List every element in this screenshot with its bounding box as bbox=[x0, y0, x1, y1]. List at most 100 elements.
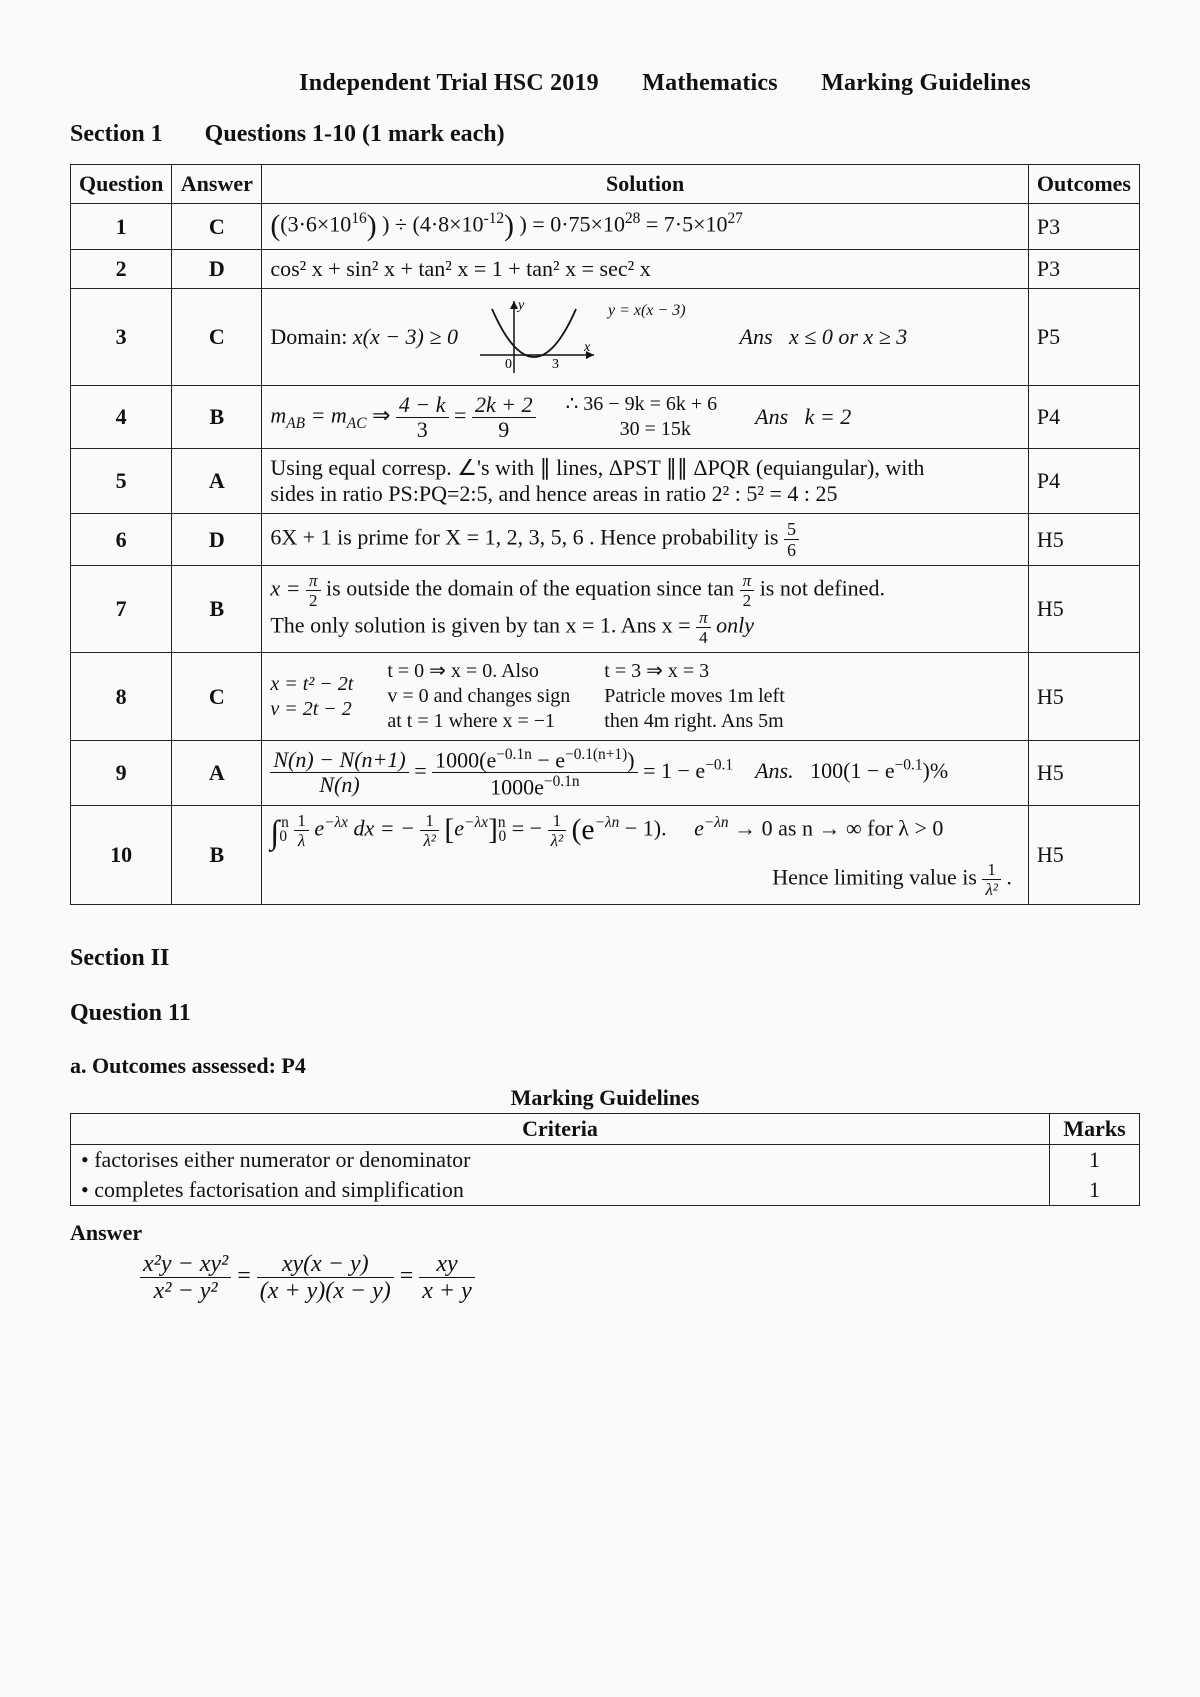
q-num: 2 bbox=[71, 250, 172, 289]
q-solution: cos² x + sin² x + tan² x = 1 + tan² x = … bbox=[262, 250, 1029, 289]
table-row: 1 C ((3·6×1016) ) ÷ (4·8×10-12) ) = 0·75… bbox=[71, 204, 1140, 250]
t: 28 bbox=[625, 210, 640, 227]
t: π bbox=[696, 609, 711, 628]
q-solution: N(n) − N(n+1) N(n) = 1000(e−0.1n − e−0.1… bbox=[262, 741, 1029, 806]
t: Patricle moves 1m left bbox=[604, 684, 785, 709]
table-header-row: Question Answer Solution Outcomes bbox=[71, 165, 1140, 204]
t: ) bbox=[627, 747, 634, 772]
marks-col: Marks bbox=[1050, 1114, 1140, 1145]
q-ans: D bbox=[172, 250, 262, 289]
criteria-header-row: Criteria Marks bbox=[71, 1114, 1140, 1145]
q-outcome: H5 bbox=[1028, 653, 1139, 741]
t: v = 2t − 2 bbox=[270, 697, 353, 722]
table-row: 5 A Using equal corresp. ∠'s with ∥ line… bbox=[71, 449, 1140, 514]
svg-text:0: 0 bbox=[505, 357, 512, 372]
t: The only solution is given by tan x = 1.… bbox=[270, 613, 696, 638]
t: (e bbox=[572, 814, 595, 846]
q-outcome: P4 bbox=[1028, 449, 1139, 514]
table-row: 6 D 6X + 1 is prime for X = 1, 2, 3, 5, … bbox=[71, 514, 1140, 566]
svg-text:x: x bbox=[583, 340, 591, 355]
col-solution: Solution bbox=[262, 165, 1029, 204]
t: N(n) bbox=[270, 773, 408, 796]
q-solution: mAB = mAC ⇒ 4 − k3 = 2k + 29 ∴ 36 − 9k =… bbox=[262, 386, 1029, 449]
section-2-title: Section II bbox=[70, 945, 1140, 972]
q-ans: C bbox=[172, 289, 262, 386]
t: e bbox=[454, 815, 464, 840]
q-solution: Using equal corresp. ∠'s with ∥ lines, Δ… bbox=[262, 449, 1029, 514]
t: x²y − xy² bbox=[140, 1252, 231, 1278]
q-outcome: P3 bbox=[1028, 204, 1139, 250]
t: 1 bbox=[420, 812, 438, 831]
t: Domain: bbox=[270, 324, 353, 349]
table-row: 9 A N(n) − N(n+1) N(n) = 1000(e−0.1n − e… bbox=[71, 741, 1140, 806]
q-outcome: P5 bbox=[1028, 289, 1139, 386]
svg-text:y: y bbox=[516, 298, 525, 313]
t: −λx bbox=[464, 814, 488, 831]
t: x(x − 3) ≥ 0 bbox=[353, 324, 458, 349]
col-outcomes: Outcomes bbox=[1028, 165, 1139, 204]
q-solution: x = π2 is outside the domain of the equa… bbox=[262, 566, 1029, 653]
t: x² − y² bbox=[140, 1278, 231, 1303]
q-ans: A bbox=[172, 449, 262, 514]
t: is outside the domain of the equation si… bbox=[326, 576, 740, 601]
q-ans: B bbox=[172, 566, 262, 653]
table-row: 8 C x = t² − 2t v = 2t − 2 t = 0 ⇒ x = 0… bbox=[71, 653, 1140, 741]
section-1-title: Section 1 Questions 1-10 (1 mark each) bbox=[70, 121, 1140, 148]
t: 5 bbox=[784, 520, 799, 540]
q-outcome: P3 bbox=[1028, 250, 1139, 289]
t: (x + y)(x − y) bbox=[257, 1278, 394, 1303]
q-ans: C bbox=[172, 653, 262, 741]
answer-math: x²y − xy²x² − y² = xy(x − y)(x + y)(x − … bbox=[140, 1252, 1140, 1303]
t: 1 bbox=[982, 861, 1000, 880]
table-row: 7 B x = π2 is outside the domain of the … bbox=[71, 566, 1140, 653]
q-solution: ((3·6×1016) ) ÷ (4·8×10-12) ) = 0·75×102… bbox=[262, 204, 1029, 250]
t: sides in ratio PS:PQ=2:5, and hence area… bbox=[270, 481, 1020, 507]
t: N(n) − N(n+1) bbox=[270, 749, 408, 773]
t: is not defined. bbox=[760, 576, 885, 601]
t: 100(1 − e bbox=[810, 758, 895, 783]
table-row: 4 B mAB = mAC ⇒ 4 − k3 = 2k + 29 ∴ 36 − … bbox=[71, 386, 1140, 449]
q-num: 10 bbox=[71, 805, 172, 905]
t: −0.1 bbox=[705, 757, 733, 774]
t: t = 3 ⇒ x = 3 bbox=[604, 659, 785, 684]
t: −λx bbox=[324, 814, 348, 831]
q-outcome: H5 bbox=[1028, 514, 1139, 566]
t: AC bbox=[347, 414, 367, 431]
criteria-marks: 1 bbox=[1050, 1145, 1140, 1176]
t: dx = − bbox=[353, 815, 420, 840]
q-num: 6 bbox=[71, 514, 172, 566]
t: at t = 1 where x = −1 bbox=[387, 709, 570, 734]
t: −0.1 bbox=[895, 757, 923, 774]
header-left: Independent Trial HSC 2019 bbox=[299, 70, 599, 97]
criteria-text: • completes factorisation and simplifica… bbox=[71, 1175, 1050, 1206]
q-solution: ∫0n 1λ e−λx dx = − 1λ² [e−λx]n0 = − 1λ² … bbox=[262, 805, 1029, 905]
t: λ bbox=[294, 831, 309, 849]
t: − e bbox=[532, 747, 565, 772]
t: 1000(e bbox=[435, 747, 496, 772]
q-num: 4 bbox=[71, 386, 172, 449]
plot-label: y = x(x − 3) bbox=[608, 302, 686, 320]
t: e bbox=[694, 815, 704, 840]
t: 1 bbox=[548, 812, 566, 831]
q-outcome: H5 bbox=[1028, 741, 1139, 806]
t: = − bbox=[512, 815, 548, 840]
t: k = 2 bbox=[805, 404, 852, 429]
t: = m bbox=[311, 402, 347, 427]
t: 6 bbox=[784, 540, 799, 559]
section-1-label: Section 1 bbox=[70, 121, 163, 147]
header-right: Marking Guidelines bbox=[821, 70, 1031, 97]
col-answer: Answer bbox=[172, 165, 262, 204]
t: Ans bbox=[755, 404, 788, 429]
t: ) ÷ (4·8×10 bbox=[382, 211, 483, 236]
t: Using equal corresp. ∠'s with ∥ lines, Δ… bbox=[270, 455, 1020, 481]
t: 9 bbox=[472, 418, 536, 441]
t: ∴ 36 − 9k = 6k + 6 bbox=[566, 392, 718, 417]
t: 2 bbox=[306, 591, 321, 609]
t: −λn bbox=[595, 814, 620, 831]
table-row: 10 B ∫0n 1λ e−λx dx = − 1λ² [e−λx]n0 = −… bbox=[71, 805, 1140, 905]
t: −λn bbox=[704, 814, 729, 831]
t: m bbox=[270, 402, 286, 427]
marking-guidelines-title: Marking Guidelines bbox=[70, 1085, 1140, 1111]
q-ans: B bbox=[172, 386, 262, 449]
t: v = 0 and changes sign bbox=[387, 684, 570, 709]
